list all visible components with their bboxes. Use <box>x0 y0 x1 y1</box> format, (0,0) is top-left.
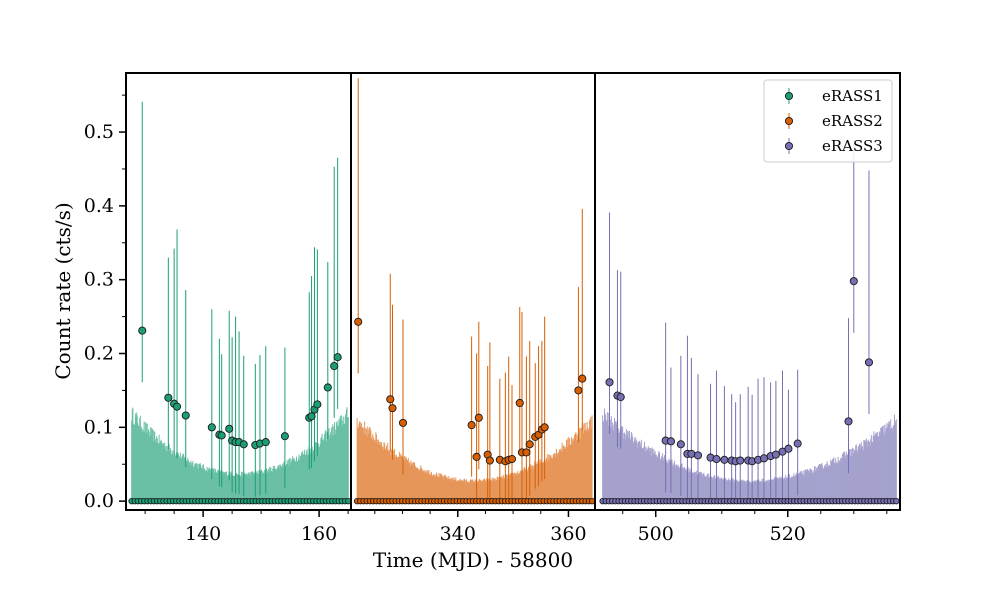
panels-layer <box>128 78 900 505</box>
data-point <box>515 398 524 408</box>
data-point <box>333 353 342 362</box>
data-point <box>472 452 481 461</box>
y-tick-label: 0.3 <box>84 269 114 291</box>
data-point <box>398 418 408 427</box>
data-point <box>386 395 395 404</box>
data-point <box>793 439 802 448</box>
data-point <box>864 358 874 367</box>
zero-points-eRASS1 <box>128 497 352 505</box>
legend-marker <box>784 91 794 101</box>
x-tick-label: 340 <box>440 523 476 545</box>
y-axis-title: Count rate (cts/s) <box>51 202 75 379</box>
data-point <box>467 421 476 430</box>
data-point <box>666 437 675 446</box>
y-tick-label: 0.2 <box>84 343 114 365</box>
data-point <box>323 383 332 392</box>
x-tick-label: 160 <box>301 523 337 545</box>
data-point <box>578 374 587 383</box>
data-point <box>330 362 339 371</box>
y-tick-label: 0.1 <box>84 416 114 438</box>
data-point <box>616 393 625 402</box>
data-point <box>605 378 614 387</box>
data-point <box>693 451 703 460</box>
data-point <box>313 400 322 409</box>
upper-limit-band-eRASS2 <box>356 415 593 502</box>
upper-limit-band-eRASS1 <box>131 407 349 502</box>
data-point <box>239 440 248 449</box>
data-point <box>388 404 397 413</box>
data-point <box>225 424 234 433</box>
data-point <box>181 411 190 420</box>
data-point <box>172 402 182 411</box>
data-point <box>712 455 721 464</box>
panel-eRASS2 <box>353 78 596 505</box>
data-point <box>507 455 517 464</box>
x-tick-label: 140 <box>185 523 221 545</box>
zero-points-eRASS3 <box>599 497 900 505</box>
data-point <box>474 413 483 422</box>
y-tick-label: 0.4 <box>84 195 114 217</box>
x-axis-title: Time (MJD) - 58800 <box>373 548 573 572</box>
data-point <box>771 450 780 459</box>
data-point <box>676 440 685 449</box>
panel-eRASS3 <box>599 140 900 505</box>
legend-label: eRASS1 <box>822 87 883 105</box>
data-point <box>522 448 531 457</box>
data-point <box>217 431 226 440</box>
legend-marker <box>784 116 794 126</box>
data-point <box>687 449 696 458</box>
data-point <box>849 277 858 286</box>
data-point <box>261 438 270 447</box>
upper-limit-band-eRASS3 <box>602 408 897 502</box>
data-point <box>540 423 549 432</box>
panel-eRASS1 <box>128 101 352 505</box>
legend-label: eRASS2 <box>822 112 883 130</box>
panel-frame <box>594 72 901 511</box>
data-point <box>485 456 494 465</box>
data-point <box>574 386 583 395</box>
data-point <box>759 454 769 463</box>
data-point <box>280 432 289 441</box>
data-point <box>784 444 793 453</box>
zero-points-eRASS2 <box>353 497 596 505</box>
data-point <box>138 326 147 335</box>
x-tick-label: 360 <box>550 523 586 545</box>
legend: eRASS1 eRASS2 eRASS3 <box>763 79 893 163</box>
data-point <box>354 317 363 326</box>
y-tick-label: 0.0 <box>84 490 114 512</box>
axes-layer: 140 160 340 360 500 520 0.0 0.1 0.2 0.3 0.4 0.5 <box>84 72 901 545</box>
data-point <box>207 423 216 432</box>
zero-point <box>893 497 900 505</box>
legend-marker <box>784 141 794 151</box>
data-point <box>720 455 729 464</box>
y-tick-label: 0.5 <box>84 121 114 143</box>
data-point <box>844 417 853 426</box>
data-point <box>525 440 534 449</box>
data-point <box>164 393 173 402</box>
x-tick-label: 520 <box>770 523 806 545</box>
legend-box <box>763 79 893 163</box>
x-tick-label: 500 <box>638 523 674 545</box>
data-point <box>736 456 745 465</box>
data-point <box>307 412 316 421</box>
legend-label: eRASS3 <box>822 137 883 155</box>
